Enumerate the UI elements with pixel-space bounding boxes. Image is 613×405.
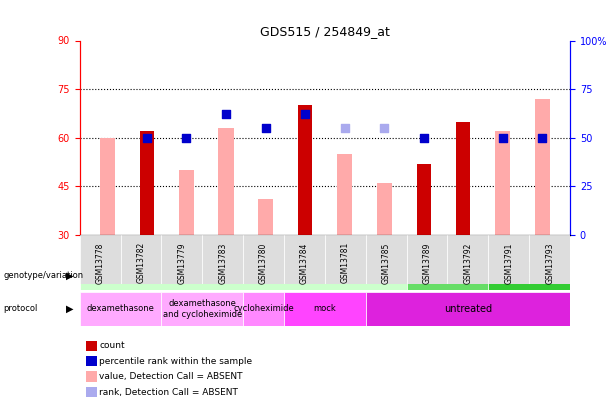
Text: dexamethasone
and cycloheximide: dexamethasone and cycloheximide: [162, 299, 242, 318]
Text: percentile rank within the sample: percentile rank within the sample: [99, 357, 253, 366]
Point: [538, 134, 547, 141]
Text: GSM13779: GSM13779: [177, 242, 186, 284]
Text: GSM13792: GSM13792: [463, 242, 473, 284]
FancyBboxPatch shape: [284, 235, 325, 284]
FancyBboxPatch shape: [243, 235, 284, 284]
FancyBboxPatch shape: [366, 292, 570, 326]
Bar: [417, 164, 431, 235]
FancyBboxPatch shape: [529, 235, 570, 284]
FancyBboxPatch shape: [243, 292, 284, 326]
Point: [498, 134, 508, 141]
Text: GSM13791: GSM13791: [504, 242, 513, 284]
Bar: [298, 105, 312, 235]
Point: [181, 134, 191, 141]
Text: GSM13783: GSM13783: [218, 242, 227, 284]
Point: [379, 125, 389, 131]
FancyBboxPatch shape: [406, 261, 489, 290]
Text: GSM13784: GSM13784: [300, 242, 309, 284]
FancyBboxPatch shape: [489, 261, 570, 290]
Text: ▶: ▶: [66, 304, 74, 314]
Text: LEAFY-GR: LEAFY-GR: [219, 271, 267, 280]
Text: dexamethasone: dexamethasone: [86, 304, 154, 313]
Bar: [140, 131, 154, 235]
Point: [419, 134, 428, 141]
Point: [142, 134, 152, 141]
Text: GSM13793: GSM13793: [545, 242, 554, 284]
Text: cycloheximide: cycloheximide: [233, 304, 294, 313]
FancyBboxPatch shape: [447, 235, 489, 284]
FancyBboxPatch shape: [80, 235, 121, 284]
FancyBboxPatch shape: [202, 235, 243, 284]
FancyBboxPatch shape: [121, 235, 161, 284]
FancyBboxPatch shape: [161, 235, 202, 284]
Bar: [376, 183, 392, 235]
FancyBboxPatch shape: [161, 292, 243, 326]
FancyBboxPatch shape: [489, 235, 529, 284]
Text: GSM13780: GSM13780: [259, 242, 268, 284]
Text: GSM13781: GSM13781: [341, 242, 350, 284]
Text: value, Detection Call = ABSENT: value, Detection Call = ABSENT: [99, 372, 243, 381]
Bar: [179, 170, 194, 235]
Bar: [337, 154, 352, 235]
FancyBboxPatch shape: [325, 235, 366, 284]
FancyBboxPatch shape: [406, 235, 447, 284]
Text: genotype/variation: genotype/variation: [3, 271, 83, 280]
Text: mock: mock: [313, 304, 337, 313]
Text: untreated: untreated: [444, 304, 492, 314]
Bar: [457, 122, 470, 235]
Text: GSM13782: GSM13782: [137, 242, 145, 284]
Title: GDS515 / 254849_at: GDS515 / 254849_at: [260, 25, 390, 38]
Bar: [258, 199, 273, 235]
Text: wild-type (Ler): wild-type (Ler): [498, 271, 560, 280]
Point: [261, 125, 270, 131]
Point: [300, 111, 310, 117]
Point: [221, 111, 231, 117]
FancyBboxPatch shape: [366, 235, 406, 284]
Text: count: count: [99, 341, 125, 350]
FancyBboxPatch shape: [284, 292, 366, 326]
FancyBboxPatch shape: [80, 261, 406, 290]
FancyBboxPatch shape: [80, 292, 161, 326]
Text: rank, Detection Call = ABSENT: rank, Detection Call = ABSENT: [99, 388, 238, 396]
Text: protocol: protocol: [3, 304, 37, 313]
Text: 35S::LFY: 35S::LFY: [430, 271, 465, 280]
Text: GSM13785: GSM13785: [382, 242, 390, 284]
Text: GSM13778: GSM13778: [96, 242, 105, 284]
Bar: [100, 138, 115, 235]
Text: GSM13789: GSM13789: [422, 242, 432, 284]
Point: [340, 125, 349, 131]
Bar: [218, 128, 234, 235]
Bar: [535, 99, 550, 235]
Text: ▶: ▶: [66, 271, 74, 280]
Bar: [495, 131, 511, 235]
